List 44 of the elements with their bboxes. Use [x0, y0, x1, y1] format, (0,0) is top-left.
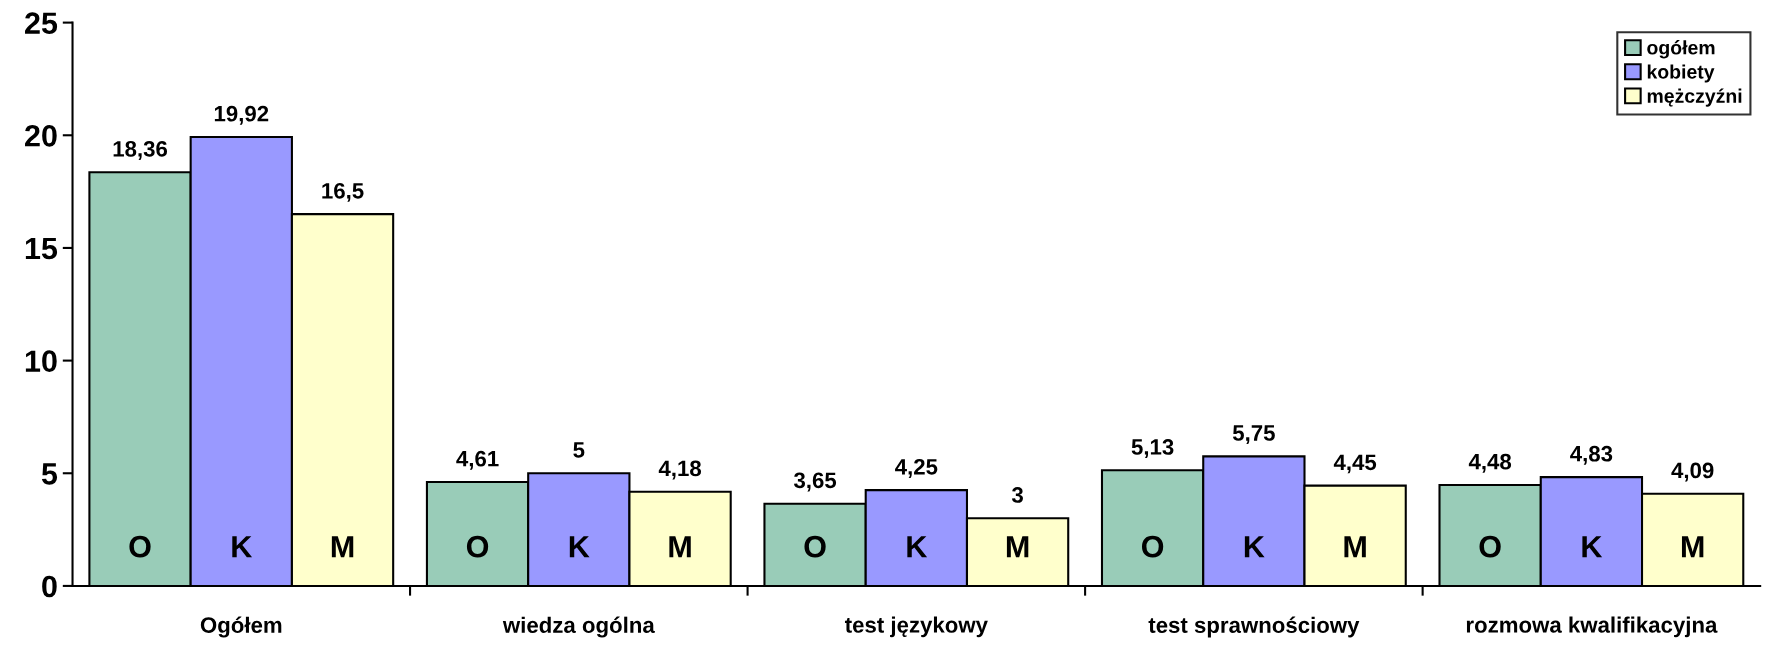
data-label: 4,45: [1333, 454, 1377, 474]
annotation: O: [1479, 535, 1501, 558]
annotation: M: [1006, 536, 1029, 558]
data-label: 5,13: [1131, 439, 1174, 459]
x-tick-label: test językowy: [844, 616, 988, 638]
x-tick-label: rozmowa kwalifikacyjna: [1466, 616, 1718, 638]
annotation: K: [569, 536, 590, 558]
data-label: 16,5: [322, 182, 364, 202]
data-label: 4,83: [1570, 445, 1613, 465]
data-label: 4,09: [1671, 462, 1714, 482]
data-label: 5,75: [1232, 425, 1275, 445]
data-label: 4,61: [456, 450, 499, 470]
legend-label: kobiety: [1647, 64, 1715, 83]
data-label: 3: [1011, 487, 1023, 503]
legend-label: mężczyźni: [1647, 88, 1742, 107]
y-tick-label: 5: [41, 463, 58, 485]
annotation: M: [669, 536, 691, 558]
annotation: K: [1582, 536, 1603, 558]
annotation: K: [232, 536, 253, 558]
annotation: O: [466, 535, 489, 558]
annotation: O: [1141, 535, 1164, 558]
annotation: O: [129, 535, 151, 558]
x-tick-label: test sprawnościowy: [1148, 616, 1360, 638]
y-tick-label: 25: [25, 12, 58, 34]
annotation: M: [1344, 536, 1366, 558]
x-tick-label: wiedza ogólna: [502, 616, 655, 638]
legend-label: ogółem: [1647, 40, 1715, 59]
x-tick-label: Ogółem: [200, 616, 282, 638]
annotation: K: [1244, 536, 1265, 558]
data-label: 19,92: [214, 105, 269, 125]
annotation: M: [331, 536, 354, 558]
data-label: 18,36: [113, 140, 168, 160]
data-label: 4,48: [1468, 453, 1512, 473]
y-tick-label: 10: [25, 350, 57, 372]
y-tick-label: 15: [25, 237, 58, 260]
data-label: 5: [573, 442, 585, 458]
y-tick-label: 0: [42, 575, 57, 598]
y-tick-label: 20: [25, 125, 57, 147]
annotation: M: [1681, 536, 1704, 558]
data-label: 3,65: [793, 472, 837, 492]
data-label: 4,25: [895, 458, 938, 478]
data-label: 4,18: [658, 460, 702, 480]
annotation: O: [804, 535, 826, 558]
annotation: K: [907, 536, 928, 558]
